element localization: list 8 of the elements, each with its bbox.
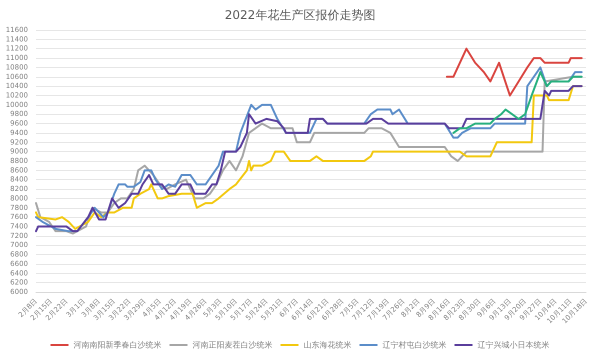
chart-title: 2022年花生产区报价走势图 <box>224 8 376 22</box>
line-series <box>446 48 583 96</box>
legend-label: 辽宁兴城小日本统米 <box>478 340 550 350</box>
legend-label: 辽宁村屯白沙统米 <box>382 340 446 350</box>
legend-label: 河南南阳新季春白沙统米 <box>74 340 162 350</box>
legend-label: 河南正阳麦茬白沙统米 <box>192 340 272 350</box>
legend-label: 山东海花统米 <box>304 340 352 350</box>
line-series <box>452 71 583 134</box>
